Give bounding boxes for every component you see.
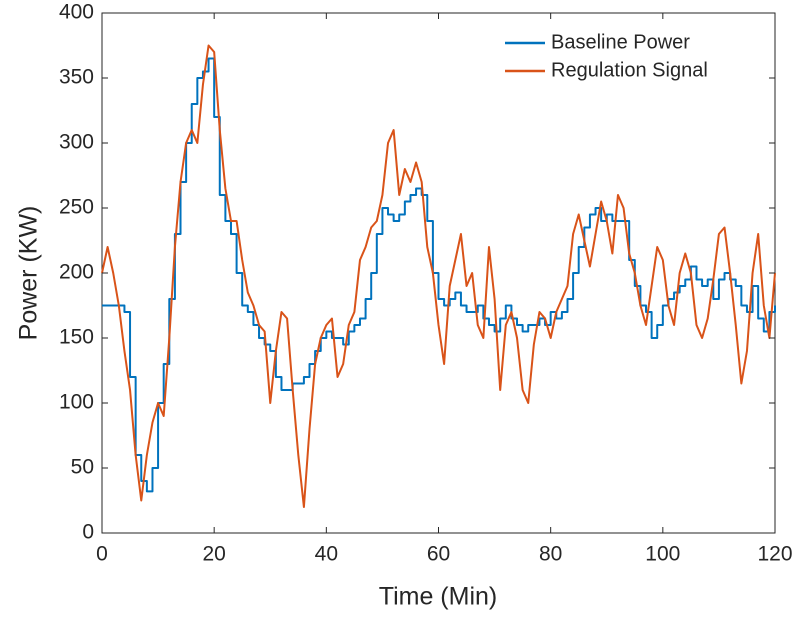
y-tick-label: 350 <box>59 66 94 89</box>
y-tick-label: 50 <box>71 456 94 479</box>
plot-area <box>101 44 776 508</box>
x-tick-label: 0 <box>96 543 108 566</box>
x-tick-label: 20 <box>202 543 225 566</box>
x-tick-label: 100 <box>645 543 680 566</box>
x-tick-label: 40 <box>315 543 338 566</box>
legend-label: Regulation Signal <box>551 59 708 81</box>
x-tick-label: 80 <box>539 543 562 566</box>
y-tick-label: 400 <box>59 1 94 24</box>
x-axis-label: Time (Min) <box>379 583 498 611</box>
y-tick-label: 250 <box>59 196 94 219</box>
y-tick-label: 300 <box>59 131 94 154</box>
y-tick-label: 100 <box>59 391 94 414</box>
x-tick-label: 60 <box>427 543 450 566</box>
series-line <box>101 44 776 508</box>
y-axis-label: Power (KW) <box>15 206 43 341</box>
legend-label: Baseline Power <box>551 31 690 53</box>
y-tick-label: 200 <box>59 261 94 284</box>
y-tick-label: 150 <box>59 326 94 349</box>
y-tick-label: 0 <box>82 521 94 544</box>
x-tick-label: 120 <box>757 543 792 566</box>
